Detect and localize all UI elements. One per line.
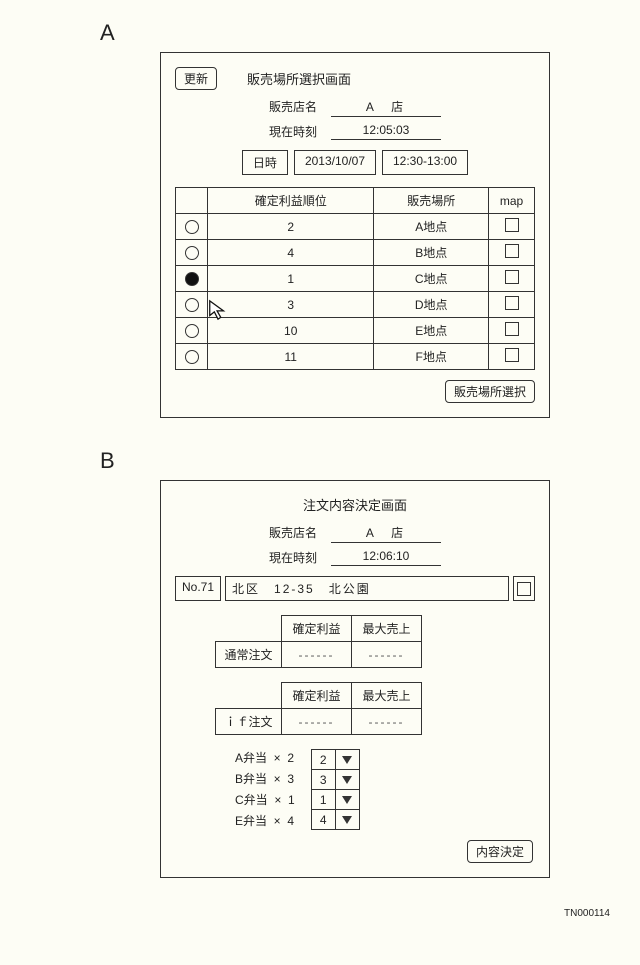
bento-decrement[interactable] (335, 770, 359, 790)
location-cell: F地点 (374, 344, 489, 370)
bento-counts: 2314 (311, 749, 360, 830)
row-radio[interactable] (185, 246, 199, 260)
bento-item: C弁当 × 1 (235, 791, 295, 808)
location-cell: D地点 (374, 292, 489, 318)
location-cell: E地点 (374, 318, 489, 344)
time-label: 現在時刻 (269, 123, 317, 140)
order-table: 確定利益最大売上ｉｆ注文------------ (215, 682, 422, 735)
rank-cell: 3 (208, 292, 374, 318)
store-value: A 店 (331, 98, 441, 117)
location-table-header (176, 188, 208, 214)
bento-list: A弁当 × 2 B弁当 × 3 C弁当 × 1 E弁当 × 4 (235, 749, 295, 833)
bento-qty: 3 (311, 770, 335, 790)
chevron-down-icon (342, 776, 352, 784)
panel-b: 注文内容決定画面 販売店名 A 店 現在時刻 12:06:10 No.71 北区… (160, 480, 550, 878)
rank-cell: 1 (208, 266, 374, 292)
rank-cell: 4 (208, 240, 374, 266)
table-row[interactable]: 3D地点 (176, 292, 535, 318)
table-row[interactable]: 1C地点 (176, 266, 535, 292)
rank-cell: 11 (208, 344, 374, 370)
order-col-header: 最大売上 (352, 683, 422, 709)
address-row: No.71 北区 12-35 北公園 (175, 576, 535, 601)
datetime-row: 日時 2013/10/07 12:30-13:00 (175, 150, 535, 175)
order-value: ------ (282, 642, 352, 668)
select-location-button[interactable]: 販売場所選択 (445, 380, 535, 403)
table-row[interactable]: 10E地点 (176, 318, 535, 344)
row-radio[interactable] (185, 220, 199, 234)
location-table: 確定利益順位販売場所map 2A地点4B地点1C地点3D地点10E地点11F地点 (175, 187, 535, 370)
store-label-b: 販売店名 (269, 524, 317, 543)
row-radio[interactable] (185, 298, 199, 312)
address-text: 北区 12-35 北公園 (225, 576, 509, 601)
order-row-label: ｉｆ注文 (216, 709, 282, 735)
bento-item: A弁当 × 2 (235, 749, 295, 766)
order-table: 確定利益最大売上通常注文------------ (215, 615, 422, 668)
location-table-header: map (489, 188, 535, 214)
row-radio[interactable] (185, 350, 199, 364)
order-col-header: 確定利益 (282, 616, 352, 642)
datetime-label: 日時 (242, 150, 288, 175)
order-value: ------ (282, 709, 352, 735)
rank-cell: 10 (208, 318, 374, 344)
map-button[interactable] (505, 348, 519, 362)
bento-decrement[interactable] (335, 790, 359, 810)
datetime-date: 2013/10/07 (294, 150, 376, 175)
time-label-b: 現在時刻 (269, 549, 317, 566)
order-row-label: 通常注文 (216, 642, 282, 668)
location-cell: B地点 (374, 240, 489, 266)
order-value: ------ (352, 709, 422, 735)
row-radio[interactable] (185, 324, 199, 338)
panel-a: 更新 販売場所選択画面 販売店名 A 店 現在時刻 12:05:03 日時 20… (160, 52, 550, 418)
location-cell: C地点 (374, 266, 489, 292)
map-button[interactable] (505, 270, 519, 284)
time-value-b: 12:06:10 (331, 549, 441, 566)
bento-decrement[interactable] (335, 810, 359, 830)
time-value: 12:05:03 (331, 123, 441, 140)
panel-b-label: B (100, 448, 620, 474)
chevron-down-icon (342, 756, 352, 764)
rank-cell: 2 (208, 214, 374, 240)
map-button[interactable] (505, 322, 519, 336)
map-button[interactable] (505, 296, 519, 310)
datetime-range: 12:30-13:00 (382, 150, 468, 175)
bento-qty: 1 (311, 790, 335, 810)
order-col-header: 確定利益 (282, 683, 352, 709)
chevron-down-icon (342, 796, 352, 804)
map-button[interactable] (505, 244, 519, 258)
table-row[interactable]: 11F地点 (176, 344, 535, 370)
location-table-header: 販売場所 (374, 188, 489, 214)
address-map-button[interactable] (513, 576, 535, 601)
address-no: No.71 (175, 576, 221, 601)
bento-item: B弁当 × 3 (235, 770, 295, 787)
map-button[interactable] (505, 218, 519, 232)
order-col-header: 最大売上 (352, 616, 422, 642)
update-button[interactable]: 更新 (175, 67, 217, 90)
bento-decrement[interactable] (335, 750, 359, 770)
panel-a-label: A (100, 20, 620, 46)
panel-a-title: 販売場所選択画面 (247, 69, 351, 88)
store-label: 販売店名 (269, 98, 317, 117)
location-cell: A地点 (374, 214, 489, 240)
location-table-header: 確定利益順位 (208, 188, 374, 214)
decide-button[interactable]: 内容決定 (467, 840, 533, 863)
bento-qty: 2 (311, 750, 335, 770)
footer-id: TN000114 (20, 908, 610, 919)
table-row[interactable]: 2A地点 (176, 214, 535, 240)
row-radio[interactable] (185, 272, 199, 286)
bento-qty: 4 (311, 810, 335, 830)
order-value: ------ (352, 642, 422, 668)
panel-b-title: 注文内容決定画面 (303, 498, 407, 513)
chevron-down-icon (342, 816, 352, 824)
table-row[interactable]: 4B地点 (176, 240, 535, 266)
bento-item: E弁当 × 4 (235, 812, 295, 829)
store-value-b: A 店 (331, 524, 441, 543)
